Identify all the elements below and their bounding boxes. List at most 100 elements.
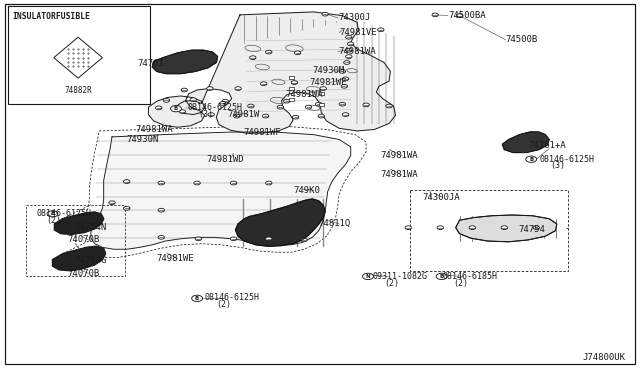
Circle shape bbox=[190, 98, 196, 102]
Circle shape bbox=[432, 13, 438, 17]
Bar bbox=[289, 98, 294, 101]
Text: 08146-6125H: 08146-6125H bbox=[188, 103, 243, 112]
Circle shape bbox=[170, 106, 182, 112]
Circle shape bbox=[277, 105, 284, 109]
Circle shape bbox=[339, 102, 346, 106]
Text: 74930M: 74930M bbox=[312, 66, 344, 75]
Polygon shape bbox=[91, 132, 351, 249]
FancyBboxPatch shape bbox=[8, 6, 150, 104]
Text: 08146-6185H: 08146-6185H bbox=[443, 272, 498, 281]
Circle shape bbox=[525, 156, 536, 162]
Text: (2): (2) bbox=[46, 216, 61, 225]
Text: 74981WD: 74981WD bbox=[206, 155, 244, 164]
Circle shape bbox=[342, 113, 349, 116]
Circle shape bbox=[163, 99, 170, 102]
Text: 74070B: 74070B bbox=[67, 235, 99, 244]
Text: 74981WE: 74981WE bbox=[310, 78, 348, 87]
Text: 74981WA: 74981WA bbox=[380, 170, 418, 179]
Polygon shape bbox=[54, 37, 102, 78]
Circle shape bbox=[158, 235, 164, 239]
Text: 08146-6125H: 08146-6125H bbox=[540, 155, 595, 164]
Text: 74981WA: 74981WA bbox=[338, 47, 376, 56]
Circle shape bbox=[501, 226, 508, 230]
Text: B: B bbox=[195, 296, 199, 301]
Bar bbox=[289, 76, 294, 79]
Circle shape bbox=[386, 104, 392, 108]
Text: 74981VE: 74981VE bbox=[339, 28, 377, 37]
Text: 74981W: 74981W bbox=[227, 110, 259, 119]
Circle shape bbox=[266, 181, 272, 185]
Circle shape bbox=[320, 87, 326, 90]
Text: (2): (2) bbox=[216, 300, 231, 309]
Text: 74754: 74754 bbox=[518, 225, 545, 234]
Text: B: B bbox=[440, 274, 444, 279]
Polygon shape bbox=[52, 246, 106, 271]
Text: B: B bbox=[174, 106, 178, 111]
Text: INSULATORFUSIBLE: INSULATORFUSIBLE bbox=[13, 12, 91, 21]
Text: 08146-6125H: 08146-6125H bbox=[36, 209, 92, 218]
Circle shape bbox=[230, 181, 237, 185]
Circle shape bbox=[222, 99, 228, 103]
Circle shape bbox=[344, 61, 350, 64]
Text: 74500B: 74500B bbox=[506, 35, 538, 44]
Text: 74882R: 74882R bbox=[64, 86, 92, 95]
Text: 09311-1082G: 09311-1082G bbox=[372, 272, 428, 281]
Text: 74981WE: 74981WE bbox=[157, 254, 195, 263]
Text: 74500BA: 74500BA bbox=[448, 11, 486, 20]
Text: 74981WA: 74981WA bbox=[136, 125, 173, 134]
Bar bbox=[319, 92, 324, 95]
Circle shape bbox=[158, 208, 164, 212]
Text: 74300J: 74300J bbox=[338, 13, 370, 22]
Circle shape bbox=[234, 114, 240, 118]
Circle shape bbox=[266, 50, 272, 54]
Circle shape bbox=[456, 14, 463, 17]
Polygon shape bbox=[54, 212, 104, 234]
Circle shape bbox=[124, 180, 130, 183]
Circle shape bbox=[362, 273, 374, 280]
Circle shape bbox=[207, 87, 213, 90]
Text: 74981WA: 74981WA bbox=[380, 151, 418, 160]
Text: (3): (3) bbox=[550, 161, 565, 170]
Text: J74800UK: J74800UK bbox=[583, 353, 626, 362]
Circle shape bbox=[179, 110, 186, 113]
Circle shape bbox=[260, 82, 267, 86]
Circle shape bbox=[346, 55, 352, 58]
Text: (2): (2) bbox=[384, 279, 399, 288]
Circle shape bbox=[235, 87, 241, 90]
Circle shape bbox=[124, 206, 130, 210]
Text: 74981WA: 74981WA bbox=[285, 90, 323, 99]
Circle shape bbox=[266, 237, 272, 241]
Polygon shape bbox=[456, 215, 557, 242]
Circle shape bbox=[363, 103, 369, 107]
Circle shape bbox=[192, 295, 202, 301]
Circle shape bbox=[292, 115, 299, 119]
Circle shape bbox=[181, 88, 188, 92]
Text: 74070B: 74070B bbox=[67, 269, 99, 278]
Circle shape bbox=[469, 226, 476, 230]
Polygon shape bbox=[236, 199, 325, 246]
Circle shape bbox=[301, 238, 307, 242]
Polygon shape bbox=[152, 50, 218, 74]
Circle shape bbox=[437, 226, 444, 230]
Text: 74930N: 74930N bbox=[126, 135, 158, 144]
Circle shape bbox=[291, 81, 298, 84]
Polygon shape bbox=[502, 132, 549, 153]
Text: 74811Q: 74811Q bbox=[319, 219, 351, 228]
Circle shape bbox=[342, 77, 349, 81]
Text: B: B bbox=[51, 211, 54, 217]
Circle shape bbox=[47, 211, 58, 217]
Bar bbox=[289, 87, 294, 90]
Circle shape bbox=[250, 56, 256, 60]
Circle shape bbox=[195, 237, 202, 241]
Circle shape bbox=[346, 48, 352, 52]
Circle shape bbox=[208, 113, 214, 116]
Circle shape bbox=[318, 114, 324, 118]
Circle shape bbox=[156, 106, 162, 110]
Circle shape bbox=[405, 226, 412, 230]
Circle shape bbox=[341, 84, 348, 88]
Text: 74754N: 74754N bbox=[74, 223, 106, 232]
Circle shape bbox=[316, 102, 322, 106]
Circle shape bbox=[305, 105, 312, 109]
Text: B: B bbox=[529, 157, 533, 162]
Text: 74300JA: 74300JA bbox=[422, 193, 460, 202]
